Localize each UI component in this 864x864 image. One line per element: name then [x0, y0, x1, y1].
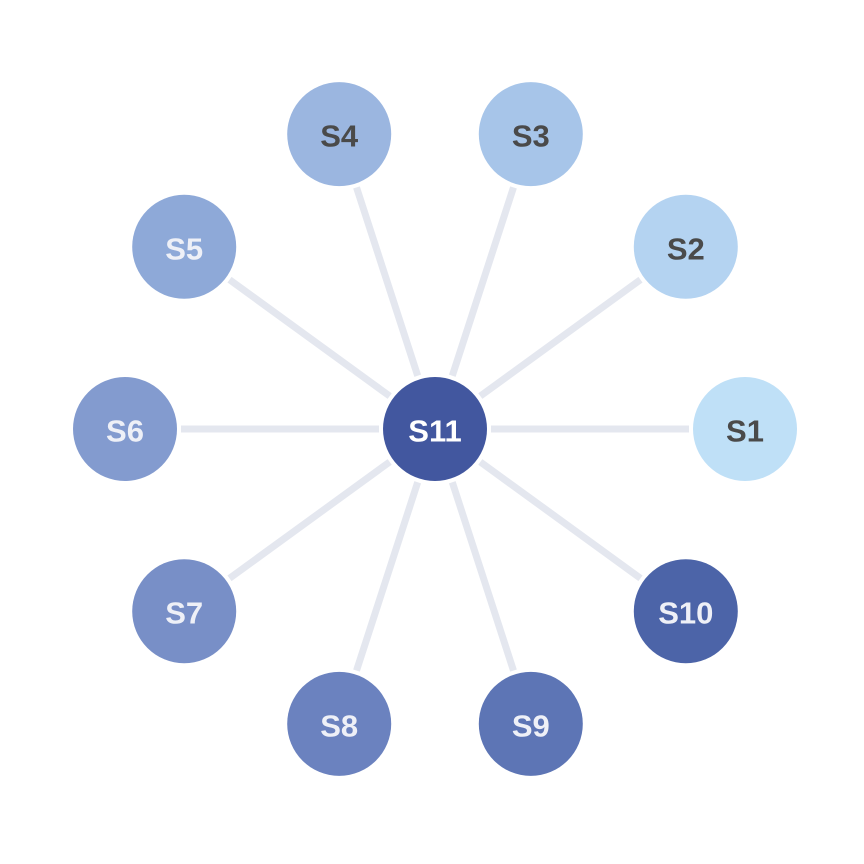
- node-circle-s5: [132, 194, 237, 299]
- node-label-s5: S5: [165, 231, 203, 266]
- node-circle-s2: [633, 194, 738, 299]
- node-circle-s6: [73, 377, 177, 481]
- node-circle-s11: [383, 377, 487, 481]
- node-s10[interactable]: S10: [633, 559, 738, 664]
- node-s1[interactable]: S1: [693, 377, 797, 481]
- node-label-s11: S11: [408, 414, 461, 449]
- node-s8[interactable]: S8: [287, 671, 392, 776]
- node-s7[interactable]: S7: [132, 559, 237, 664]
- edge-s11-s7: [227, 459, 392, 582]
- node-label-s8: S8: [320, 708, 358, 743]
- node-circle-s1: [693, 377, 797, 481]
- edge-s11-s10: [478, 459, 643, 582]
- node-circle-s9: [478, 671, 583, 776]
- node-label-s3: S3: [512, 119, 550, 154]
- node-s3[interactable]: S3: [478, 82, 583, 187]
- edge-s11-s8: [353, 481, 422, 672]
- node-label-s2: S2: [667, 231, 705, 266]
- node-s2[interactable]: S2: [633, 194, 738, 299]
- edge-s11-s2: [478, 276, 643, 399]
- node-label-s10: S10: [658, 596, 713, 631]
- node-s9[interactable]: S9: [478, 671, 583, 776]
- node-label-s7: S7: [165, 596, 203, 631]
- edge-s11-s4: [353, 186, 422, 377]
- node-s6[interactable]: S6: [73, 377, 177, 481]
- node-circle-s4: [287, 82, 392, 187]
- node-circle-s8: [287, 671, 392, 776]
- node-label-s9: S9: [512, 708, 550, 743]
- node-s5[interactable]: S5: [132, 194, 237, 299]
- nodes-layer: S1 S2 S3 S4 S5 S6 S7 S8 S9 S10 S11: [73, 82, 797, 776]
- node-circle-s3: [478, 82, 583, 187]
- node-circle-s10: [633, 559, 738, 664]
- node-label-s4: S4: [320, 119, 359, 154]
- edges-layer: [181, 186, 689, 672]
- edge-s11-s5: [227, 276, 392, 399]
- node-label-s1: S1: [726, 414, 764, 449]
- edge-s11-s9: [448, 481, 517, 672]
- node-circle-s7: [132, 559, 237, 664]
- node-s11[interactable]: S11: [383, 377, 487, 481]
- node-s4[interactable]: S4: [287, 82, 392, 187]
- node-label-s6: S6: [106, 414, 144, 449]
- edge-s11-s3: [448, 186, 517, 377]
